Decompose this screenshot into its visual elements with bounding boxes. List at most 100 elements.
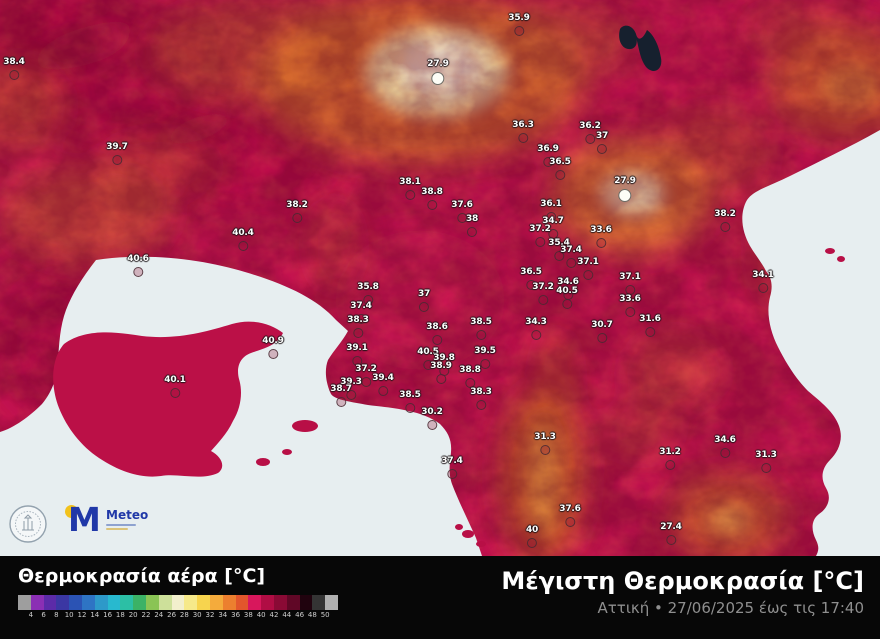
- colorbar-cell: [94, 594, 108, 610]
- station-marker: 38.5: [399, 391, 421, 413]
- station-temp-label: 34.6: [557, 277, 579, 287]
- station-temp-label: 36.5: [549, 157, 571, 167]
- colorbar-cell: [184, 594, 198, 610]
- station-temp-label: 38.2: [286, 200, 308, 210]
- station-marker: 31.6: [639, 315, 661, 337]
- colorbar-tick: 44: [282, 610, 292, 619]
- station-marker: 40.5: [417, 347, 439, 370]
- colorbar-cell: [171, 594, 185, 610]
- station-temp-label: 37.6: [559, 504, 581, 514]
- station-point-icon: [9, 70, 19, 80]
- station-point-icon: [419, 302, 429, 312]
- station-point-icon: [720, 448, 730, 458]
- station-temp-label: 31.3: [755, 450, 777, 460]
- colorbar-ticks: 4 6 8 10 12 14 16 18 20 22 24 26 28 30 32 34 36 38 40 42 44 4…: [18, 610, 338, 623]
- colorbar-cell: [325, 594, 338, 610]
- station-temp-label: 40: [525, 525, 539, 535]
- station-temp-label: 40.5: [417, 347, 439, 357]
- station-marker: 27.9: [427, 59, 449, 85]
- station-marker: 30.7: [591, 321, 613, 343]
- station-marker: 35.9: [508, 13, 530, 36]
- station-point-icon: [538, 295, 548, 305]
- meteo-logo: M Meteo: [65, 500, 149, 541]
- meteo-name: Meteo: [106, 508, 149, 522]
- map-subtitle: Αττική • 27/06/2025 έως τις 17:40: [597, 598, 865, 617]
- station-point-icon: [238, 241, 248, 251]
- colorbar-tick: 36: [231, 610, 241, 619]
- station-temp-label: 38.3: [347, 315, 369, 325]
- station-marker: 40.5: [556, 287, 578, 309]
- station-temp-label: 33.6: [619, 294, 641, 304]
- station-point-icon: [439, 366, 449, 376]
- station-point-icon: [112, 155, 122, 165]
- footer-bar: Θερμοκρασία αέρα [°C] 4 6 8 10 12 14 16 18 20 22 2…: [0, 556, 880, 639]
- map: 38.4 39.7 35.9 27.9 36.3 36.2 37 36.9 36.5 27.9 38…: [0, 0, 880, 556]
- station-marker: 38.2: [714, 210, 736, 232]
- station-point-icon: [353, 328, 363, 338]
- station-marker: 34.1: [752, 271, 774, 293]
- meteo-m-mark: M: [65, 500, 102, 541]
- lake: [619, 25, 662, 72]
- station-marker: 40.9: [262, 337, 284, 359]
- station-point-icon: [476, 330, 486, 340]
- station-marker: 38.8: [459, 366, 481, 388]
- station-point-icon: [563, 290, 573, 300]
- colorbar-cell: [30, 594, 44, 610]
- colorbar: [18, 594, 338, 610]
- station-marker: 40.4: [232, 228, 254, 251]
- station-point-icon: [761, 463, 771, 473]
- colorbar-cell: [299, 594, 313, 610]
- station-point-icon: [720, 222, 730, 232]
- station-marker: 40.1: [164, 375, 186, 398]
- station-point-icon: [596, 238, 606, 248]
- station-point-icon: [378, 386, 388, 396]
- station-temp-label: 37.1: [577, 257, 599, 267]
- station-marker: 34.3: [525, 318, 547, 340]
- station-point-icon: [527, 538, 537, 548]
- station-marker: 38.4: [3, 58, 25, 80]
- station-marker: 34.7: [542, 217, 564, 239]
- station-temp-label: 36.1: [540, 199, 562, 209]
- station-temp-label: 27.4: [660, 522, 682, 532]
- station-marker: 36.5: [549, 157, 571, 180]
- station-point-icon: [666, 535, 676, 545]
- station-temp-label: 38.3: [470, 387, 492, 397]
- station-point-icon: [447, 469, 457, 479]
- stations-layer: 38.4 39.7 35.9 27.9 36.3 36.2 37 36.9 36.5 27.9 38…: [3, 13, 777, 548]
- station-marker: 39.1: [346, 344, 368, 366]
- station-point-icon: [427, 200, 437, 210]
- logos: M Meteo: [8, 500, 149, 544]
- colorbar-tick: 28: [179, 610, 189, 619]
- station-temp-label: 39.4: [372, 373, 394, 383]
- station-temp-label: 35.9: [508, 13, 530, 23]
- station-marker: 37.1: [619, 273, 641, 295]
- station-temp-label: 36.3: [512, 120, 534, 130]
- station-marker: 27.9: [614, 177, 636, 202]
- station-point-icon: [625, 285, 635, 295]
- station-temp-label: 36.9: [537, 144, 559, 154]
- station-marker: 34.6: [557, 277, 579, 300]
- station-point-icon: [170, 388, 180, 398]
- colorbar-tick: 8: [54, 610, 59, 619]
- colorbar-tick: 34: [218, 610, 228, 619]
- station-temp-label: 27.9: [427, 59, 449, 69]
- station-point-icon: [268, 349, 278, 359]
- map-caption: Μέγιστη Θερμοκρασία [°C] Αττική • 27/06/…: [501, 566, 864, 639]
- station-temp-label: 31.3: [534, 432, 556, 442]
- station-point-icon: [531, 330, 541, 340]
- station-marker: 37.2: [355, 365, 377, 387]
- station-marker: 38.5: [470, 318, 492, 340]
- station-temp-label: 40.4: [232, 228, 254, 238]
- station-point-icon: [566, 258, 576, 268]
- station-marker: 39.4: [372, 373, 394, 396]
- colorbar-tick: 12: [77, 610, 87, 619]
- station-marker: 38.6: [426, 323, 448, 345]
- station-point-icon: [758, 283, 768, 293]
- station-temp-label: 39.3: [340, 377, 362, 387]
- station-point-icon: [535, 237, 545, 247]
- station-temp-label: 40.1: [164, 375, 186, 385]
- station-temp-label: 37.2: [532, 282, 554, 292]
- station-point-icon: [352, 356, 362, 366]
- station-point-icon: [363, 295, 373, 305]
- colorbar-cell: [133, 594, 146, 610]
